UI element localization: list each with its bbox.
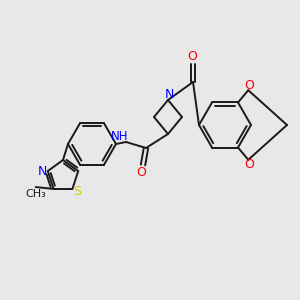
Text: NH: NH bbox=[111, 130, 129, 143]
Text: N: N bbox=[38, 165, 47, 178]
Text: N: N bbox=[164, 88, 174, 100]
Text: O: O bbox=[244, 79, 254, 92]
Text: CH₃: CH₃ bbox=[25, 189, 46, 199]
Text: O: O bbox=[244, 158, 254, 171]
Text: O: O bbox=[136, 166, 146, 178]
Text: S: S bbox=[74, 185, 81, 198]
Text: O: O bbox=[187, 50, 197, 64]
